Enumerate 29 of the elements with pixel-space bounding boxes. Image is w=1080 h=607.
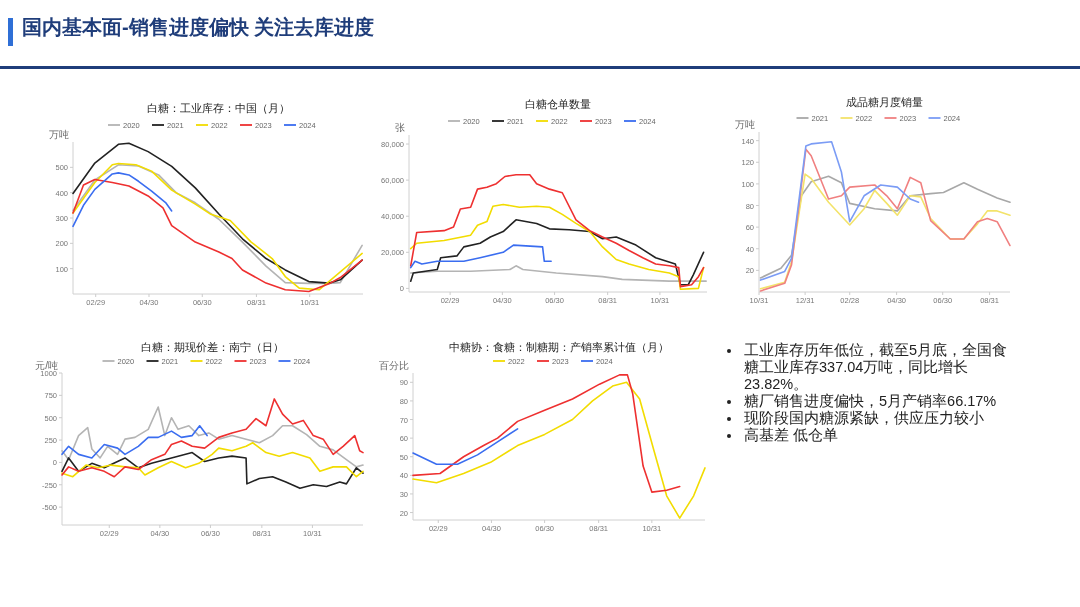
chart-title: 成品糖月度销量 [846,96,923,108]
chart-title: 白糖仓单数量 [525,98,591,110]
line-series [61,406,364,468]
chart-title: 白糖：期现价差：南宁（日） [141,341,284,353]
text: 现阶段国内糖源紧缺，供应压力较小 [744,410,985,427]
chart-title: 中糖协：食糖：制糖期：产销率累计值（月） [449,341,669,353]
line-series [61,398,364,478]
line-series [72,142,363,284]
y-axis-title: 万吨 [735,119,755,130]
line-series [61,441,364,478]
text: 高基差 低仓单 [744,427,840,444]
y-axis-title: 万吨 [49,129,69,140]
y-axis-title: 张 [395,122,405,133]
line-series [409,265,707,282]
text: 糖厂销售进度偏快，5月产销率66.17% [744,393,998,410]
line-series [412,374,681,493]
text: 工业库存历年低位，截至5月底，全国食糖工业库存337.04万吨，同比增长23.82%。 [744,342,1009,393]
line-series [409,244,552,269]
line-series [409,173,705,288]
y-axis-title: 百分比 [379,360,409,371]
line-series [61,451,364,490]
chart-title: 白糖：工业库存：中国（月） [146,102,290,114]
y-axis-title: 元/吨 [35,360,58,371]
line-series [412,428,519,465]
line-series [409,219,705,286]
line-series [759,140,920,281]
line-series [61,424,208,459]
text: 国内基本面-销售进度偏快 关注去库进度 [22,15,375,40]
line-series [72,172,173,228]
